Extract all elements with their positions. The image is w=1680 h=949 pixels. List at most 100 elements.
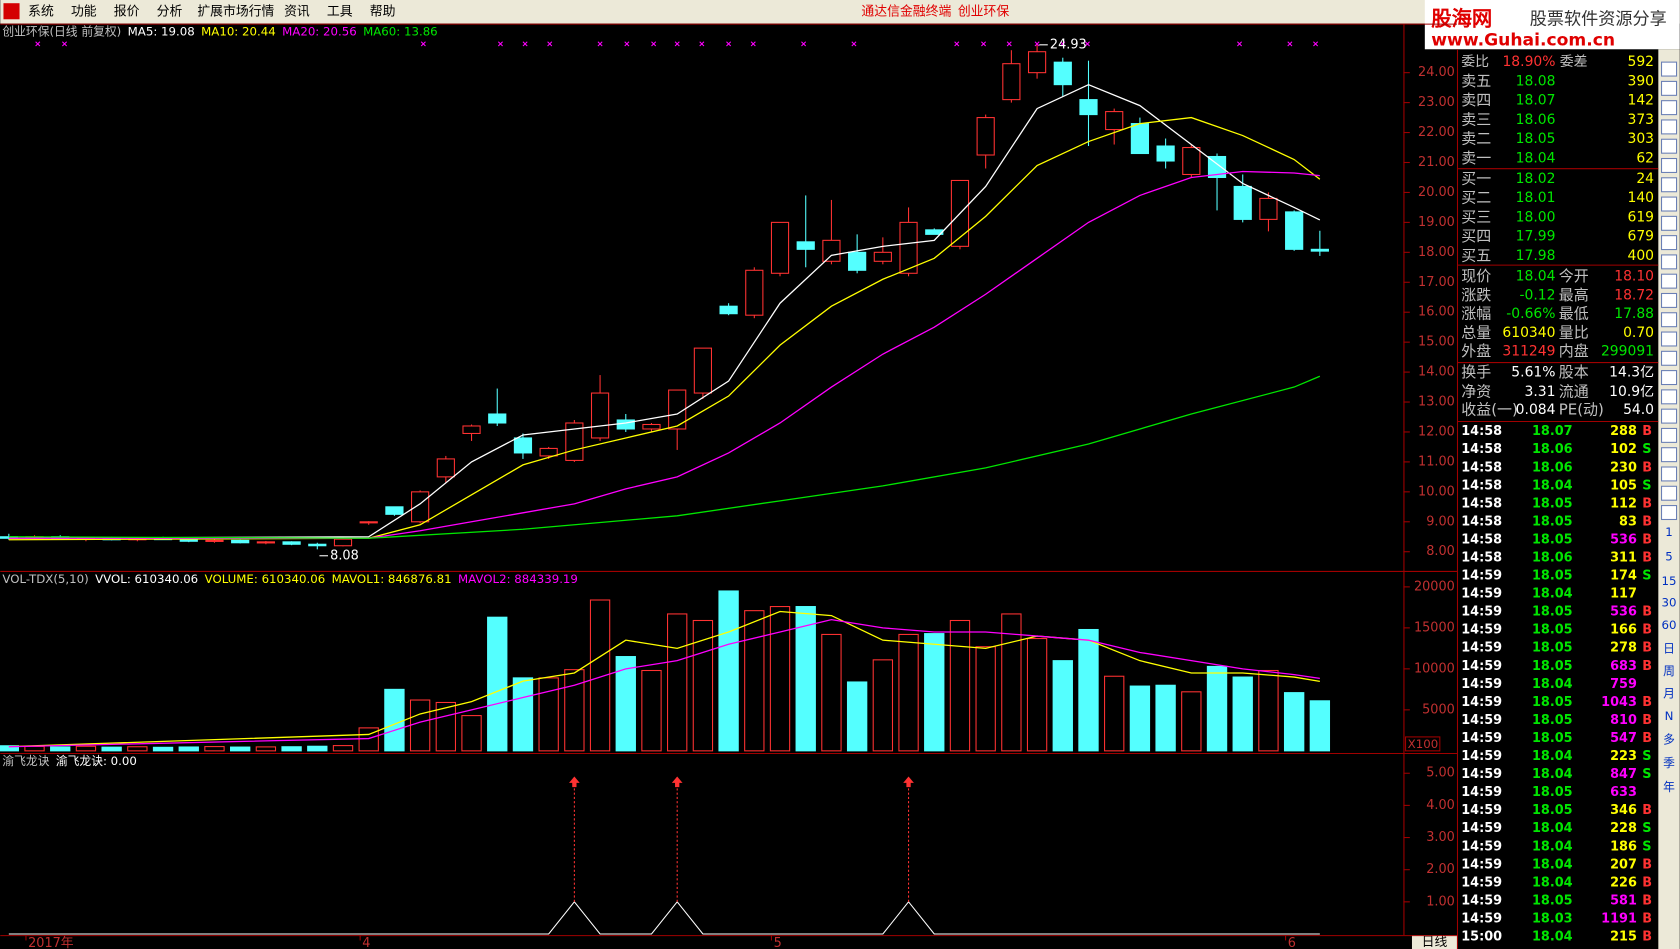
sidebar-button[interactable]: 多 <box>1663 733 1675 747</box>
sidebar-icon[interactable] <box>1661 80 1678 96</box>
sidebar-button[interactable]: 15 <box>1662 574 1677 588</box>
info-marker[interactable] <box>420 41 426 47</box>
volume-bar <box>1258 669 1279 752</box>
book-header: 592 <box>1627 54 1654 70</box>
candle-body <box>745 269 764 316</box>
sidebar-icon[interactable] <box>1661 61 1678 77</box>
sidebar-button[interactable]: 季 <box>1663 756 1675 770</box>
info-marker[interactable] <box>674 41 680 47</box>
sidebar-icon[interactable] <box>1661 254 1678 270</box>
candle-body <box>488 413 507 424</box>
info-marker[interactable] <box>624 41 630 47</box>
info-marker[interactable] <box>35 41 41 47</box>
sidebar-icon[interactable] <box>1661 235 1678 251</box>
sidebar-icon[interactable] <box>1661 505 1678 521</box>
quote-value: 18.72 <box>1614 288 1654 304</box>
info-marker[interactable] <box>699 41 705 47</box>
sidebar-icon[interactable] <box>1661 100 1678 116</box>
quote-value: -0.66% <box>1506 306 1555 322</box>
info-marker[interactable] <box>1060 41 1066 47</box>
menu-item[interactable]: 扩展市场行情 <box>197 3 274 19</box>
tick-side: S <box>1642 478 1651 493</box>
info-marker[interactable] <box>1237 41 1243 47</box>
info-marker[interactable] <box>1313 41 1319 47</box>
sidebar-icon[interactable] <box>1661 331 1678 347</box>
quote-label: 今开 <box>1559 267 1589 285</box>
tick-time: 14:59 <box>1461 731 1502 746</box>
sidebar-icon[interactable] <box>1661 138 1678 154</box>
menu-item[interactable]: 系统 <box>28 4 54 19</box>
tick-price: 18.05 <box>1532 605 1573 620</box>
sidebar-icon[interactable] <box>1661 196 1678 212</box>
candle-body <box>1182 146 1201 176</box>
volume-bar <box>281 746 302 752</box>
menu-item[interactable]: 帮助 <box>370 4 396 19</box>
sidebar-icon[interactable] <box>1661 157 1678 173</box>
tick-price: 18.04 <box>1532 767 1573 782</box>
sidebar-button[interactable]: 月 <box>1663 687 1675 701</box>
sidebar-button[interactable]: N <box>1665 709 1674 723</box>
tick-price: 18.04 <box>1532 930 1573 945</box>
info-marker[interactable] <box>1034 41 1040 47</box>
sidebar-icon[interactable] <box>1661 119 1678 135</box>
tick-time: 14:59 <box>1461 677 1502 692</box>
sidebar-button[interactable]: 日 <box>1663 642 1675 656</box>
sidebar-icon[interactable] <box>1661 177 1678 193</box>
sidebar-icon[interactable] <box>1661 215 1678 231</box>
tick-side: B <box>1642 713 1652 728</box>
info-marker[interactable] <box>497 41 503 47</box>
info-marker[interactable] <box>1084 41 1090 47</box>
sidebar-button[interactable]: 60 <box>1662 618 1677 632</box>
info-marker[interactable] <box>1006 41 1012 47</box>
menu-item[interactable]: 报价 <box>114 4 140 19</box>
menu-item[interactable]: 分析 <box>157 4 183 19</box>
tick-volume: 683 <box>1610 659 1637 674</box>
app-icon[interactable] <box>3 3 20 20</box>
sidebar-icon[interactable] <box>1661 312 1678 328</box>
sidebar-icon[interactable] <box>1661 370 1678 386</box>
candle-body <box>1259 197 1278 220</box>
period-tab[interactable]: 日线 <box>1422 935 1448 949</box>
menu-item[interactable]: 资讯 <box>284 4 310 19</box>
info-marker[interactable] <box>547 41 553 47</box>
annotation: 24.93 <box>1050 37 1087 52</box>
tick-time: 14:59 <box>1461 695 1502 710</box>
info-marker[interactable] <box>597 41 603 47</box>
info-marker[interactable] <box>61 41 68 47</box>
info-marker[interactable] <box>981 41 987 47</box>
sidebar-button[interactable]: 年 <box>1663 780 1675 794</box>
tick-price: 18.04 <box>1532 875 1573 890</box>
candle-body <box>642 423 661 430</box>
menu-item[interactable]: 工具 <box>327 4 353 19</box>
sidebar-icon[interactable] <box>1661 447 1678 463</box>
info-marker[interactable] <box>851 41 857 47</box>
candle-body <box>1130 123 1150 155</box>
sidebar-button[interactable]: 5 <box>1665 549 1672 563</box>
sidebar-icon[interactable] <box>1661 408 1678 424</box>
sidebar-icon[interactable] <box>1661 485 1678 501</box>
info-marker[interactable] <box>801 41 807 47</box>
info-marker[interactable] <box>750 41 756 47</box>
period-tab-bg <box>1411 935 1457 949</box>
menu-item[interactable]: 功能 <box>71 4 97 19</box>
info-marker[interactable] <box>522 41 528 47</box>
candle-body <box>899 221 918 274</box>
tick-volume: 581 <box>1610 893 1637 908</box>
quote-value: 299091 <box>1601 343 1654 359</box>
sidebar-icon[interactable] <box>1661 350 1678 366</box>
info-marker[interactable] <box>726 41 732 47</box>
sidebar-icon[interactable] <box>1661 466 1678 482</box>
quote-label: 股本 <box>1559 363 1589 381</box>
sidebar-button[interactable]: 周 <box>1663 664 1675 678</box>
info-marker[interactable] <box>651 41 657 47</box>
candle-body <box>848 251 867 271</box>
sidebar-button[interactable]: 1 <box>1665 525 1672 539</box>
sidebar-icon[interactable] <box>1661 273 1678 289</box>
sidebar-icon[interactable] <box>1661 292 1678 308</box>
y-tick-label: 5000 <box>1422 702 1455 717</box>
sidebar-icon[interactable] <box>1661 389 1678 405</box>
sidebar-button[interactable]: 30 <box>1662 596 1677 610</box>
sidebar-icon[interactable] <box>1661 427 1678 443</box>
info-marker[interactable] <box>954 41 960 47</box>
info-marker[interactable] <box>1287 41 1293 47</box>
